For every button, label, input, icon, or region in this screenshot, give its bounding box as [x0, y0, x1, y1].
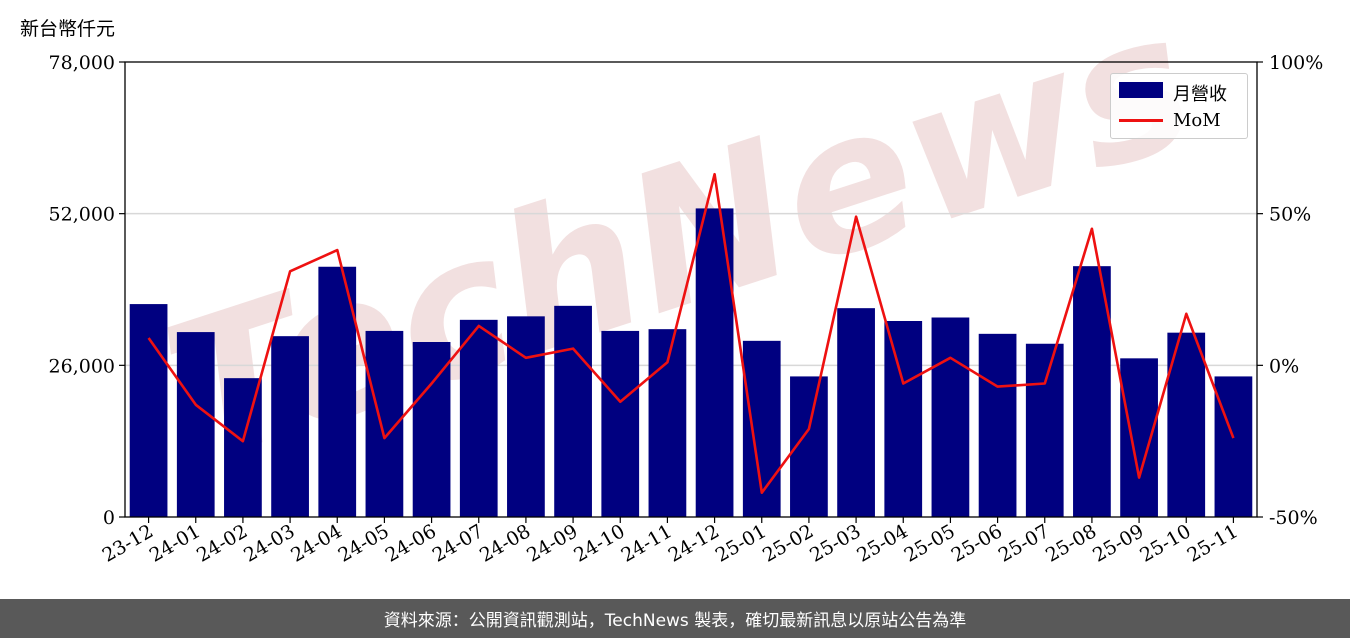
x-tick-label-24-07: 24-07 [429, 520, 487, 566]
x-tick-label-25-07: 25-07 [995, 520, 1053, 566]
x-tick-label-25-03: 25-03 [806, 520, 864, 566]
y-left-tick-label: 78,000 [49, 52, 115, 74]
x-tick-label-24-05: 24-05 [334, 520, 392, 566]
mom-line [147, 172, 1235, 495]
x-tick-label-25-10: 25-10 [1136, 520, 1194, 566]
x-tick-label-24-01: 24-01 [146, 520, 204, 566]
bar-24-03 [271, 336, 309, 517]
y-left-tick-label: 52,000 [49, 204, 115, 226]
x-tick-label-25-06: 25-06 [948, 520, 1006, 566]
x-tick-label-25-01: 25-01 [712, 520, 770, 566]
bar-23-12 [129, 304, 168, 517]
x-tick-label-24-03: 24-03 [240, 520, 298, 566]
bar-25-07 [1025, 343, 1064, 517]
bar-25-09 [1120, 358, 1158, 517]
mom-line-series [147, 172, 1235, 495]
legend-swatch-line [1119, 118, 1163, 122]
chart: TechNews 026,00052,00078,000-50%0%50%100… [49, 0, 1324, 567]
y-right-tick-label: 0% [1269, 355, 1299, 377]
x-tick-label-25-05: 25-05 [900, 520, 958, 566]
y-right-tick-label: 100% [1269, 52, 1323, 74]
bar-24-02 [224, 378, 262, 517]
bar-series [129, 208, 1253, 517]
legend-label-mom: MoM [1173, 110, 1221, 131]
bar-25-08 [1073, 266, 1111, 517]
legend-item-mom [1119, 108, 1163, 132]
bar-24-07 [459, 319, 498, 517]
bar-24-06 [412, 342, 451, 517]
y-right-tick-label: 50% [1269, 204, 1311, 226]
plot-frame [124, 61, 1258, 518]
x-tick-label-24-08: 24-08 [476, 520, 534, 566]
x-tick-label-25-04: 25-04 [853, 520, 911, 566]
bar-24-01 [176, 332, 215, 517]
bar-24-08 [507, 316, 545, 517]
x-tick-label-24-06: 24-06 [382, 520, 440, 566]
legend-item-revenue [1119, 78, 1163, 102]
x-tick-label-24-11: 24-11 [617, 520, 675, 566]
x-tick-label-24-04: 24-04 [287, 520, 345, 566]
legend-swatch-bar [1119, 82, 1163, 98]
bar-25-05 [931, 317, 970, 517]
bar-25-04 [884, 321, 923, 517]
y-left-tick-label: 26,000 [49, 355, 115, 377]
grid-lines [125, 212, 1257, 367]
x-tick-label-24-12: 24-12 [665, 520, 723, 566]
x-tick-label-25-08: 25-08 [1042, 520, 1100, 566]
x-tick-label-24-09: 24-09 [523, 520, 581, 566]
bar-25-03 [837, 308, 875, 517]
legend-label-revenue: 月營收 [1173, 84, 1227, 105]
legend: 月營收 MoM [1110, 73, 1248, 139]
bar-25-06 [978, 333, 1017, 517]
bar-24-04 [318, 266, 357, 517]
y-right-tick-label: -50% [1269, 507, 1318, 529]
bar-24-10 [601, 330, 640, 517]
bar-25-11 [1214, 376, 1253, 517]
x-tick-label-24-10: 24-10 [570, 520, 628, 566]
bar-25-10 [1167, 332, 1206, 517]
x-tick-label-24-02: 24-02 [193, 520, 251, 566]
bar-24-09 [554, 305, 592, 517]
source-footer: 資料來源：公開資訊觀測站，TechNews 製表，確切最新訊息以原站公告為準 [0, 599, 1350, 638]
y-left-tick-label: 0 [103, 507, 115, 529]
x-tick-label-25-11: 25-11 [1183, 520, 1241, 566]
x-tick-label-25-09: 25-09 [1089, 520, 1147, 566]
y-axis-unit-label: 新台幣仟元 [20, 18, 116, 40]
x-tick-label-25-02: 25-02 [759, 520, 817, 566]
